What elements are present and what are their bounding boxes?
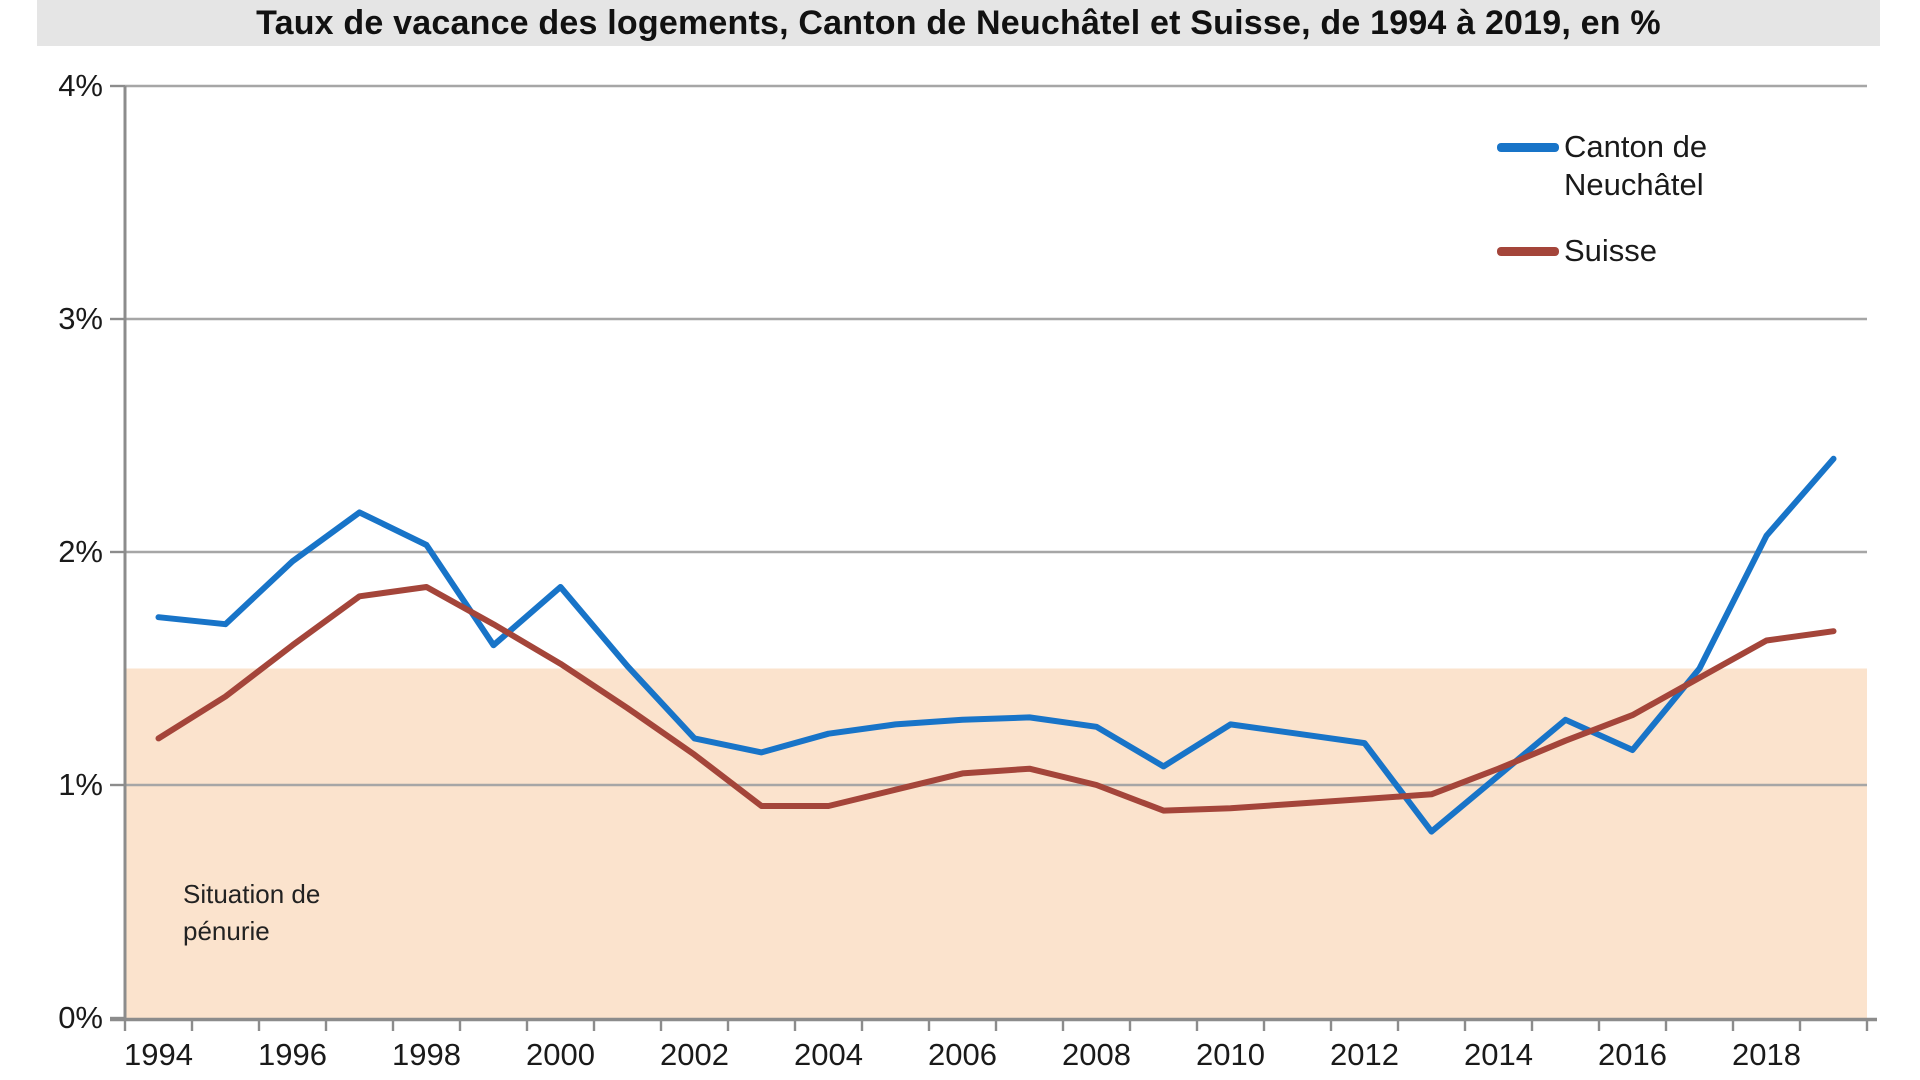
y-axis-label-3pct: 3% — [58, 301, 103, 336]
x-axis-label-2014: 2014 — [1464, 1037, 1533, 1072]
legend-label-suisse: Suisse — [1564, 233, 1658, 268]
shortage-zone-annotation: Situation de pénurie — [183, 876, 320, 950]
x-axis-label-1994: 1994 — [124, 1037, 193, 1072]
x-axis-label-2012: 2012 — [1330, 1037, 1399, 1072]
x-axis-label-2010: 2010 — [1196, 1037, 1265, 1072]
shortage-zone-annotation-line1: Situation de — [183, 879, 321, 909]
legend-swatch-canton-de-neuchatel — [1497, 143, 1559, 152]
x-axis-label-2016: 2016 — [1598, 1037, 1667, 1072]
y-axis-label-0pct: 0% — [58, 1000, 103, 1035]
x-axis-label-2008: 2008 — [1062, 1037, 1131, 1072]
x-axis-label-1998: 1998 — [392, 1037, 461, 1072]
series-line-suisse — [155, 584, 1837, 814]
y-axis-label-2pct: 2% — [58, 534, 103, 569]
y-axis-label-4pct: 4% — [58, 68, 103, 103]
chart-title-text: Taux de vacance des logements, Canton de… — [256, 3, 1661, 42]
x-axis-label-2002: 2002 — [660, 1037, 729, 1072]
legend-row-canton: Canton de Neuchâtel — [1497, 128, 1777, 204]
shortage-zone-annotation-line2: pénurie — [183, 916, 270, 946]
legend-swatch-suisse — [1497, 247, 1559, 256]
legend-row-suisse: Suisse — [1497, 232, 1777, 270]
x-axis-label-2000: 2000 — [526, 1037, 595, 1072]
legend-label-canton-de-neuchatel: Canton de Neuchâtel — [1564, 129, 1708, 202]
x-axis-label-2018: 2018 — [1732, 1037, 1801, 1072]
chart-title: Taux de vacance des logements, Canton de… — [37, 0, 1880, 46]
chart-legend: Canton de Neuchâtel Suisse — [1497, 128, 1777, 270]
series-line-canton-de-neuch-tel — [155, 455, 1837, 835]
x-axis-label-1996: 1996 — [258, 1037, 327, 1072]
x-axis-label-2006: 2006 — [928, 1037, 997, 1072]
y-axis-label-1pct: 1% — [58, 767, 103, 802]
x-axis-label-2004: 2004 — [794, 1037, 863, 1072]
